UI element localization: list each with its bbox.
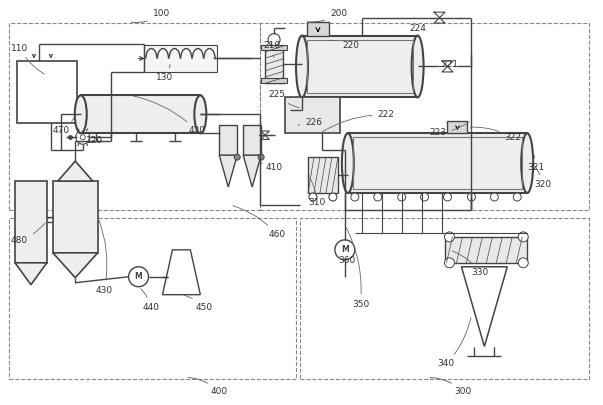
Polygon shape xyxy=(444,237,527,263)
Bar xyxy=(17,62,77,123)
Circle shape xyxy=(467,193,475,201)
Text: 330: 330 xyxy=(452,251,488,277)
Text: 226: 226 xyxy=(298,118,322,127)
Circle shape xyxy=(128,267,148,287)
Circle shape xyxy=(268,34,280,45)
Ellipse shape xyxy=(342,133,354,193)
Bar xyxy=(285,97,340,133)
Circle shape xyxy=(234,154,240,160)
Bar xyxy=(243,125,261,155)
Text: M: M xyxy=(341,245,349,254)
Text: 470: 470 xyxy=(53,117,75,135)
Circle shape xyxy=(309,193,317,201)
Bar xyxy=(447,121,467,133)
Bar xyxy=(265,45,283,83)
Ellipse shape xyxy=(296,36,308,97)
Polygon shape xyxy=(162,250,200,295)
Ellipse shape xyxy=(521,133,533,193)
Text: 321: 321 xyxy=(527,153,545,172)
Text: 200: 200 xyxy=(308,9,347,22)
Text: 120: 120 xyxy=(80,136,103,145)
Ellipse shape xyxy=(194,95,206,133)
Ellipse shape xyxy=(75,95,87,133)
Text: 360: 360 xyxy=(338,256,355,265)
Text: 130: 130 xyxy=(156,64,172,83)
Bar xyxy=(9,218,296,379)
Bar xyxy=(81,95,200,133)
Polygon shape xyxy=(461,267,507,347)
Text: 100: 100 xyxy=(131,9,170,23)
Text: 300: 300 xyxy=(431,377,472,396)
Circle shape xyxy=(329,193,337,201)
Bar xyxy=(308,157,338,193)
Text: 420: 420 xyxy=(133,96,206,135)
Polygon shape xyxy=(53,253,98,278)
Text: 480: 480 xyxy=(11,223,45,245)
Bar xyxy=(307,21,329,36)
Text: 223: 223 xyxy=(429,122,469,137)
Polygon shape xyxy=(58,161,93,181)
Text: 460: 460 xyxy=(233,206,285,239)
Text: 222: 222 xyxy=(322,110,394,132)
Bar xyxy=(261,45,287,49)
Ellipse shape xyxy=(412,36,423,97)
Text: 110: 110 xyxy=(11,43,45,74)
Text: 430: 430 xyxy=(96,220,113,295)
Bar xyxy=(53,181,98,253)
Circle shape xyxy=(444,193,452,201)
Text: 350: 350 xyxy=(346,227,369,309)
Bar xyxy=(144,45,217,72)
Bar xyxy=(300,218,589,379)
Circle shape xyxy=(335,240,355,260)
Text: 210: 210 xyxy=(263,40,280,58)
Polygon shape xyxy=(15,263,47,285)
Text: 450: 450 xyxy=(184,295,212,311)
Polygon shape xyxy=(243,155,261,187)
Bar xyxy=(307,40,412,94)
Text: 225: 225 xyxy=(268,90,299,108)
Text: 410: 410 xyxy=(261,163,282,172)
Text: 322: 322 xyxy=(470,127,522,142)
Circle shape xyxy=(397,193,406,201)
Bar xyxy=(353,137,522,189)
Circle shape xyxy=(518,232,528,242)
Circle shape xyxy=(444,258,455,268)
Bar xyxy=(260,23,589,210)
Circle shape xyxy=(258,154,264,160)
Circle shape xyxy=(518,258,528,268)
Text: 340: 340 xyxy=(438,318,471,369)
Bar xyxy=(348,133,527,193)
Text: 440: 440 xyxy=(140,289,160,311)
Bar xyxy=(9,23,260,210)
Circle shape xyxy=(513,193,521,201)
Circle shape xyxy=(374,193,382,201)
Bar xyxy=(261,79,287,83)
Circle shape xyxy=(444,232,455,242)
Circle shape xyxy=(420,193,429,201)
Bar xyxy=(302,36,418,97)
Circle shape xyxy=(76,130,90,144)
Text: 220: 220 xyxy=(327,40,359,49)
Text: 310: 310 xyxy=(308,177,325,207)
Bar xyxy=(15,181,47,263)
Text: 400: 400 xyxy=(188,377,227,396)
Bar xyxy=(219,125,237,155)
Polygon shape xyxy=(219,155,237,187)
Circle shape xyxy=(351,193,359,201)
Text: 224: 224 xyxy=(409,18,426,32)
Circle shape xyxy=(80,135,85,140)
Text: 221: 221 xyxy=(438,60,458,70)
Circle shape xyxy=(490,193,498,201)
Text: M: M xyxy=(134,272,142,281)
Text: 320: 320 xyxy=(534,165,551,189)
